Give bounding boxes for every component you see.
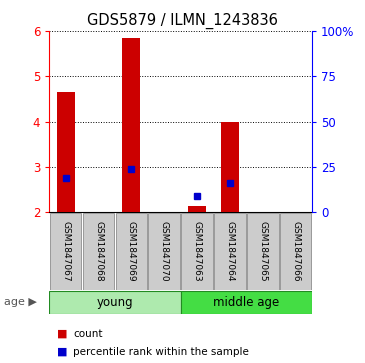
Text: ■: ■ bbox=[57, 347, 67, 357]
Text: young: young bbox=[97, 296, 133, 309]
Text: GSM1847066: GSM1847066 bbox=[291, 221, 300, 282]
Bar bbox=[188, 205, 206, 212]
Text: percentile rank within the sample: percentile rank within the sample bbox=[73, 347, 249, 357]
Bar bbox=[221, 122, 239, 212]
FancyBboxPatch shape bbox=[50, 213, 81, 290]
Text: age ▶: age ▶ bbox=[4, 297, 36, 307]
FancyBboxPatch shape bbox=[214, 213, 246, 290]
FancyBboxPatch shape bbox=[49, 291, 181, 314]
Text: ■: ■ bbox=[57, 329, 67, 339]
Text: GSM1847064: GSM1847064 bbox=[226, 221, 234, 282]
Text: GSM1847069: GSM1847069 bbox=[127, 221, 136, 282]
Text: middle age: middle age bbox=[213, 296, 280, 309]
Text: GSM1847067: GSM1847067 bbox=[61, 221, 70, 282]
Text: GSM1847068: GSM1847068 bbox=[94, 221, 103, 282]
Text: GSM1847063: GSM1847063 bbox=[193, 221, 201, 282]
Text: GSM1847065: GSM1847065 bbox=[258, 221, 267, 282]
Bar bbox=[122, 38, 141, 212]
FancyBboxPatch shape bbox=[116, 213, 147, 290]
Text: GSM1847070: GSM1847070 bbox=[160, 221, 169, 282]
Text: count: count bbox=[73, 329, 103, 339]
FancyBboxPatch shape bbox=[181, 213, 213, 290]
Bar bbox=[57, 92, 75, 212]
Text: GDS5879 / ILMN_1243836: GDS5879 / ILMN_1243836 bbox=[87, 13, 278, 29]
FancyBboxPatch shape bbox=[83, 213, 114, 290]
FancyBboxPatch shape bbox=[247, 213, 278, 290]
FancyBboxPatch shape bbox=[149, 213, 180, 290]
FancyBboxPatch shape bbox=[280, 213, 311, 290]
FancyBboxPatch shape bbox=[181, 291, 312, 314]
